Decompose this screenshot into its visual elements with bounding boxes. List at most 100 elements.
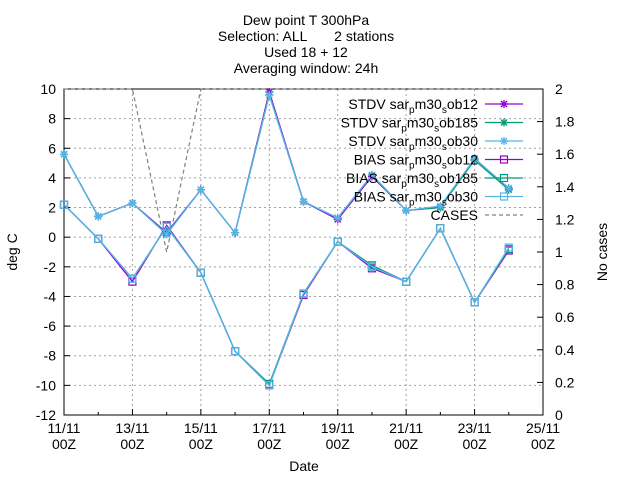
data-point [470, 154, 479, 163]
x-tick-label: 00Z [326, 436, 351, 452]
legend-item: BIAS sarpm30sob185 [346, 170, 523, 190]
data-point [333, 213, 342, 222]
legend-label: CASES [431, 207, 478, 223]
title-line-2: Selection: ALL 2 stations [218, 28, 394, 44]
data-point [436, 202, 445, 211]
marker-stroke [500, 137, 508, 145]
x-tick-label: 00Z [531, 436, 556, 452]
x-tick-label: 23/11 [458, 420, 492, 436]
x-tick-label: 21/11 [389, 420, 423, 436]
y2-tick-label: 1.8 [555, 114, 575, 130]
axes: 10 8 6 4 2 0 -2 -4 -6 -8 -10 -12 2 1.8 1.6 1.4 1.2 1 0.8 0.… [36, 81, 575, 452]
x-tick-label: 11/11 [48, 420, 81, 436]
marker-stroke [94, 212, 102, 220]
legend-label: STDV sarpm30sob12 [348, 96, 478, 116]
y2-tick-label: 0.2 [555, 374, 575, 390]
y-tick-label: -2 [44, 259, 57, 275]
legend-item: STDV sarpm30sob30 [348, 133, 523, 153]
marker-stroke [500, 100, 508, 108]
data-point [499, 192, 509, 201]
y2-tick-label: 0.8 [555, 277, 575, 293]
data-point [402, 206, 411, 215]
series-2 [60, 90, 513, 239]
data-point [162, 230, 171, 239]
x-tick-label: 00Z [120, 436, 145, 452]
legend-label: STDV sarpm30sob185 [341, 115, 479, 135]
y-tick-label: 6 [48, 140, 56, 156]
data-point [299, 197, 308, 206]
data-point [196, 185, 205, 194]
data-point [470, 298, 479, 307]
data-point [265, 90, 274, 99]
y2-tick-label: 1.4 [555, 179, 575, 195]
series-3 [59, 200, 513, 390]
marker-stroke [402, 207, 410, 215]
marker-stroke [197, 186, 205, 194]
title-line-3: Used 18 + 12 [264, 44, 348, 60]
data-point [196, 268, 205, 277]
y2-tick-label: 0 [555, 407, 563, 423]
y2-tick-label: 0.4 [555, 342, 575, 358]
y-tick-label: -6 [44, 318, 57, 334]
x-axis-label: Date [289, 458, 319, 474]
data-point [436, 224, 445, 233]
y-tick-label: -8 [44, 348, 57, 364]
data-point [162, 222, 171, 231]
data-point [499, 173, 509, 183]
data-point [94, 212, 103, 221]
y-tick-label: -12 [36, 407, 56, 423]
x-tick-label: 13/11 [115, 420, 149, 436]
x-tick-label: 19/11 [321, 420, 355, 436]
marker-stroke [500, 119, 508, 126]
series-line [63, 92, 510, 236]
data-point [504, 243, 513, 252]
y-tick-label: 10 [40, 81, 56, 97]
data-point [265, 381, 274, 390]
x-tick-label: 00Z [189, 436, 214, 452]
series-layer [59, 87, 513, 390]
data-point [402, 277, 411, 286]
y-tick-label: 2 [48, 200, 56, 216]
legend-item: BIAS sarpm30sob30 [354, 189, 523, 209]
marker-stroke [436, 202, 444, 210]
data-point [299, 289, 308, 298]
data-point [128, 199, 137, 208]
y2-tick-label: 1.2 [555, 211, 575, 227]
x-tick-label: 00Z [394, 436, 419, 452]
legend-label: BIAS sarpm30sob12 [354, 152, 478, 172]
marker-stroke [300, 198, 307, 206]
y2-tick-label: 2 [555, 81, 563, 97]
series-line [63, 204, 510, 387]
data-point [230, 347, 240, 356]
marker-stroke [334, 214, 342, 222]
marker-stroke [163, 230, 171, 238]
chart-title: Dew point T 300hPa Selection: ALL 2 stat… [218, 12, 394, 76]
y2-axis-label: No cases [594, 223, 610, 281]
x-tick-label: 15/11 [184, 420, 218, 436]
data-point [500, 137, 508, 145]
y2-tick-label: 0.6 [555, 309, 575, 325]
data-point [500, 100, 508, 108]
marker-stroke [505, 184, 513, 192]
title-line-1: Dew point T 300hPa [243, 12, 370, 28]
grid [64, 89, 543, 415]
x-tick-label: 00Z [52, 436, 77, 452]
data-point [128, 274, 137, 283]
legend-label: BIAS sarpm30sob185 [346, 170, 478, 190]
series-5 [59, 200, 513, 390]
legend-item: BIAS sarpm30sob12 [354, 152, 523, 172]
y-axis-label: deg C [4, 233, 20, 270]
y2-tick-label: 1 [555, 244, 563, 260]
marker-stroke [128, 199, 136, 207]
x-tick-label: 17/11 [252, 420, 286, 436]
data-point [504, 184, 513, 193]
y-tick-label: -4 [44, 288, 57, 304]
legend-label: STDV sarpm30sob30 [348, 133, 478, 153]
legend-item: STDV sarpm30sob12 [348, 96, 523, 116]
data-point [59, 200, 69, 209]
x-tick-label: 00Z [257, 436, 282, 452]
data-point [231, 228, 240, 237]
data-point [500, 118, 508, 127]
